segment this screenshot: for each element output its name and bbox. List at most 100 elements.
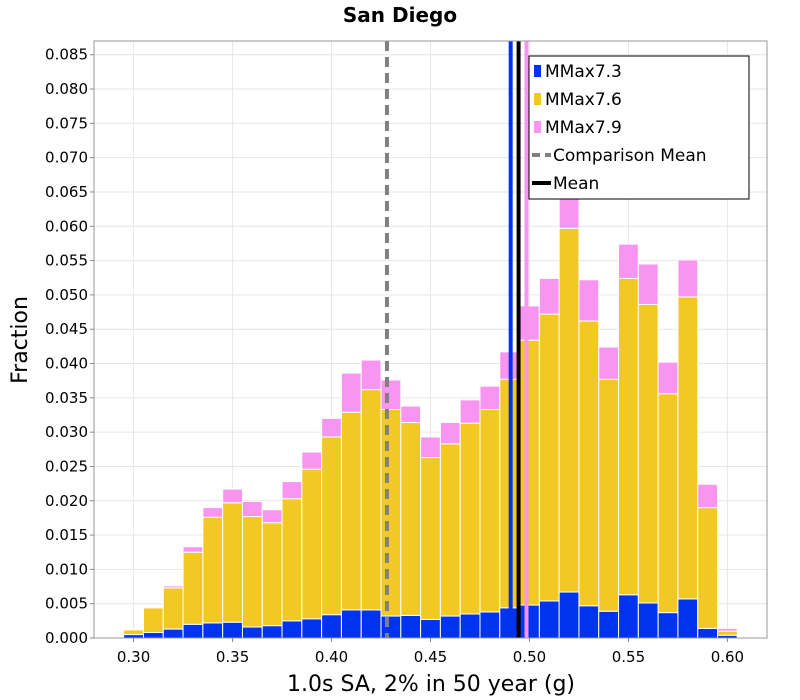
y-tick-label: 0.080 <box>45 80 88 98</box>
y-tick-label: 0.025 <box>45 457 88 475</box>
bar-mmax73 <box>340 609 362 639</box>
bar-mmax73 <box>657 612 679 639</box>
bar-mmax79 <box>578 279 600 322</box>
bar-mmax73 <box>261 625 283 639</box>
bar-mmax76 <box>697 507 719 629</box>
bar-mmax73 <box>439 615 461 639</box>
y-tick-label: 0.030 <box>45 423 88 441</box>
bar-mmax79 <box>321 417 342 438</box>
x-tick-label: 0.35 <box>216 648 249 666</box>
bar-mmax79 <box>637 263 659 306</box>
bar-mmax79 <box>202 507 224 518</box>
bar-mmax79 <box>459 399 481 424</box>
bar-mmax76 <box>380 408 402 617</box>
y-tick-label: 0.065 <box>45 183 88 201</box>
bar-mmax79 <box>479 385 501 410</box>
bar-mmax76 <box>162 587 184 630</box>
bar-mmax79 <box>182 546 204 553</box>
bar-mmax73 <box>123 634 144 639</box>
bar-mmax73 <box>222 621 243 639</box>
bar-mmax73 <box>241 626 263 639</box>
bar-mmax79 <box>538 277 560 315</box>
legend-label-mmax7-6: MMax7.6 <box>545 90 622 110</box>
bar-mmax79 <box>241 500 263 518</box>
bar-mmax76 <box>301 468 323 620</box>
bar-mmax79 <box>677 259 699 298</box>
x-tick-label: 0.30 <box>117 648 150 666</box>
mean-lines <box>384 41 529 638</box>
x-tick-label: 0.45 <box>414 648 447 666</box>
bar-mmax79 <box>281 481 303 500</box>
bar-mmax76 <box>103 636 125 638</box>
bar-mmax76 <box>657 393 679 614</box>
bar-mmax73 <box>321 614 342 639</box>
legend-label-mmax7-9: MMax7.9 <box>545 118 622 138</box>
bar-mmax79 <box>618 243 639 279</box>
bar-mmax73 <box>479 611 501 639</box>
bar-mmax76 <box>400 422 422 616</box>
bar-mmax76 <box>439 443 461 617</box>
bar-mmax73 <box>162 628 184 639</box>
y-tick-label: 0.040 <box>45 355 88 373</box>
bar-mmax73 <box>182 623 204 639</box>
bar-mmax79 <box>123 628 144 631</box>
chart-title: San Diego <box>343 3 457 27</box>
bar-mmax79 <box>222 488 243 504</box>
bar-mmax76 <box>182 551 204 625</box>
bar-mmax73 <box>538 600 560 639</box>
bar-mmax79 <box>519 305 540 341</box>
legend-swatch-mmax7-3 <box>534 65 541 77</box>
bar-mmax76 <box>123 629 144 636</box>
legend-label-mean: Mean <box>553 174 599 194</box>
y-tick-label: 0.060 <box>45 217 88 235</box>
bar-mmax79 <box>142 606 164 609</box>
x-axis-title: 1.0s SA, 2% in 50 year (g) <box>287 672 575 697</box>
bar-mmax73 <box>578 605 600 639</box>
bar-mmax76 <box>321 436 342 616</box>
bar-mmax76 <box>202 516 224 624</box>
bar-mmax76 <box>637 304 659 604</box>
bar-mmax76 <box>578 320 600 607</box>
bar-mmax73 <box>380 615 402 639</box>
bar-mmax76 <box>538 313 560 602</box>
bar-mmax76 <box>618 277 639 596</box>
bar-mmax73 <box>677 598 699 639</box>
bar-mmax79 <box>717 627 738 632</box>
bar-mmax79 <box>400 405 422 424</box>
bar-mmax73 <box>637 602 659 639</box>
bar-mmax73 <box>598 610 620 639</box>
bar-mmax79 <box>657 361 679 395</box>
bar-mmax79 <box>360 359 382 391</box>
legend-label-mmax7-3: MMax7.3 <box>545 62 622 82</box>
y-tick-label: 0.010 <box>45 560 88 578</box>
bar-mmax73 <box>459 613 481 639</box>
y-tick-label: 0.070 <box>45 149 88 167</box>
bar-mmax79 <box>380 379 402 410</box>
bar-mmax76 <box>142 607 164 634</box>
bar-mmax73 <box>519 604 540 639</box>
bar-mmax79 <box>340 372 362 413</box>
bar-mmax73 <box>360 609 382 639</box>
x-tick-label: 0.55 <box>612 648 645 666</box>
bar-mmax79 <box>439 422 461 445</box>
x-tick-label: 0.40 <box>315 648 348 666</box>
bar-mmax79 <box>598 346 620 380</box>
y-tick-label: 0.045 <box>45 320 88 338</box>
bar-mmax76 <box>340 411 362 611</box>
legend: MMax7.3 MMax7.6 MMax7.9 Comparison Mean Mean <box>528 55 750 200</box>
y-tick-label: 0.015 <box>45 526 88 544</box>
y-axis-title: Fraction <box>8 296 33 384</box>
x-tick-label: 0.60 <box>711 648 744 666</box>
bar-mmax73 <box>301 618 323 639</box>
bar-mmax76 <box>519 339 540 606</box>
bar-mmax79 <box>736 635 758 638</box>
y-tick-label: 0.085 <box>45 46 88 64</box>
bar-mmax79 <box>420 436 441 459</box>
bar-mmax76 <box>241 516 263 628</box>
y-tick-label: 0.035 <box>45 389 88 407</box>
bar-mmax76 <box>281 498 303 622</box>
legend-label-comparison-mean: Comparison Mean <box>553 146 707 166</box>
bar-mmax79 <box>697 483 719 509</box>
bar-mmax73 <box>420 618 441 639</box>
bar-mmax73 <box>618 594 639 639</box>
